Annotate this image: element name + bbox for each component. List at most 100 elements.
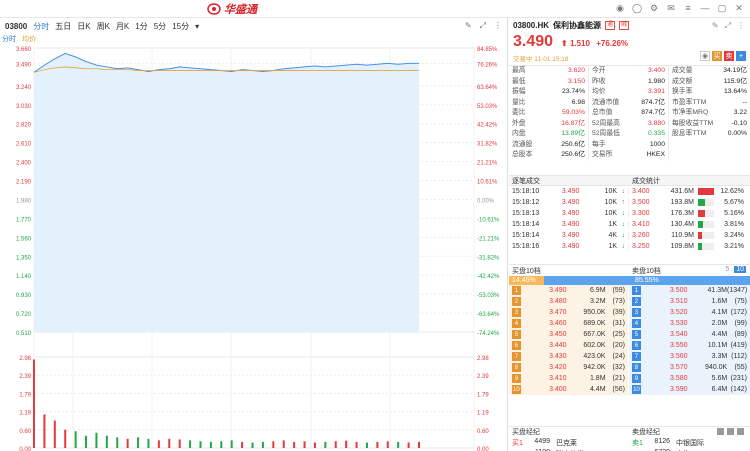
trades-header: 逐笔成交 成交统计 bbox=[509, 175, 750, 186]
ask-level[interactable]: 3 3.520 4.1M (172) bbox=[629, 307, 750, 318]
list-view-icon[interactable] bbox=[717, 428, 724, 435]
tab-5min[interactable]: 5分 bbox=[153, 21, 167, 31]
trade-tick: 15:18:14 3.490 4K ↓ bbox=[509, 232, 629, 239]
price-line bbox=[33, 52, 419, 73]
ask-price: 3.590 bbox=[670, 386, 688, 393]
indicator-avg[interactable]: 均价 bbox=[22, 36, 36, 43]
mail-icon[interactable]: ✉ bbox=[667, 2, 675, 13]
more-icon[interactable]: ⋮ bbox=[494, 21, 502, 30]
close-icon[interactable]: ✕ bbox=[735, 2, 743, 13]
tab-1min[interactable]: 1分 bbox=[135, 21, 148, 31]
stat-bar-fill bbox=[698, 210, 705, 217]
stock-code-full: 03800.HK bbox=[513, 20, 550, 30]
trade-tick: 15:18:13 3.490 10K ↓ bbox=[509, 210, 629, 217]
tab-month-k[interactable]: 月K bbox=[115, 21, 130, 31]
ask-level[interactable]: 2 3.510 1.6M (75) bbox=[629, 296, 750, 307]
ask-price: 3.500 bbox=[669, 287, 688, 294]
trade-price: 3.490 bbox=[561, 188, 580, 195]
vol-tick-right: 0.60 bbox=[477, 429, 489, 435]
ask-level[interactable]: 7 3.560 3.3M (112) bbox=[629, 351, 750, 362]
quote-value: 0.00% bbox=[727, 130, 747, 138]
change-value: 1.510 bbox=[569, 39, 590, 48]
vol-tick: 1.19 bbox=[19, 411, 31, 417]
pct-tick: 0.00% bbox=[477, 198, 495, 204]
add-watchlist-button[interactable]: + bbox=[736, 51, 746, 61]
stat-pct: 3.81% bbox=[724, 221, 744, 228]
sell-button[interactable]: 卖 bbox=[724, 51, 734, 61]
buy-broker[interactable]: 买1 4499 巴克莱 bbox=[509, 438, 629, 448]
action-buttons: ◉ 买 卖 + bbox=[700, 51, 746, 61]
trade-time: 15:18:14 bbox=[512, 232, 540, 239]
ask-level[interactable]: 6 3.550 10.1M (419) bbox=[629, 340, 750, 351]
trades-title[interactable]: 逐笔成交 bbox=[512, 177, 540, 185]
expand-icon[interactable]: ⤢ bbox=[724, 21, 731, 30]
ask-level[interactable]: 8 3.570 940.0K (55) bbox=[629, 362, 750, 373]
bell-icon[interactable]: ◉ bbox=[700, 51, 710, 61]
quote-cell: 每股收益TTM -0.10 bbox=[669, 119, 750, 130]
bid-level[interactable]: 7 3.430 423.0K (24) bbox=[509, 351, 629, 362]
ask-level[interactable]: 1 3.500 41.3M (1347) bbox=[629, 285, 750, 296]
depth-5-toggle[interactable]: 5 bbox=[725, 265, 730, 273]
volume-bar bbox=[345, 440, 348, 448]
price-chart[interactable]: 3.660 84.85% 3.490 76.26% 3.240 63.64% 3.030 53… bbox=[0, 45, 508, 451]
tab-5day[interactable]: 五日 bbox=[55, 21, 72, 31]
bid-level[interactable]: 9 3.410 1.8M (21) bbox=[509, 373, 629, 384]
menu-icon[interactable]: ≡ bbox=[685, 3, 691, 13]
bid-level[interactable]: 5 3.450 667.0K (25) bbox=[509, 329, 629, 340]
ask-count: (142) bbox=[730, 386, 747, 393]
quote-value: 16.87亿 bbox=[561, 119, 585, 127]
bid-level[interactable]: 2 3.480 3.2M (73) bbox=[509, 296, 629, 307]
ask-level[interactable]: 4 3.530 2.0M (99) bbox=[629, 318, 750, 329]
headset-icon[interactable]: ◯ bbox=[631, 2, 643, 13]
ask-price: 3.520 bbox=[670, 309, 688, 316]
stats-title[interactable]: 成交统计 bbox=[632, 177, 660, 185]
grid-view-icon[interactable] bbox=[727, 428, 734, 435]
maximize-icon[interactable]: ▢ bbox=[717, 2, 727, 13]
bid-level[interactable]: 8 3.420 942.0K (32) bbox=[509, 362, 629, 373]
more-icon[interactable]: ⋮ bbox=[737, 21, 745, 30]
tab-day-k[interactable]: 日K bbox=[77, 21, 91, 31]
bid-level-num: 3 bbox=[512, 308, 521, 317]
tab-15min[interactable]: 15分 bbox=[172, 21, 190, 31]
pct-tick: -42.42% bbox=[477, 274, 500, 280]
ask-price: 3.570 bbox=[670, 364, 688, 371]
tab-week-k[interactable]: 周K bbox=[96, 21, 110, 31]
broker-queue: 买盘经纪 卖盘经纪 买14499巴克莱卖18126中银国际1190瑞士信贷672… bbox=[509, 426, 750, 451]
bid-level[interactable]: 6 3.440 602.0K (20) bbox=[509, 340, 629, 351]
expand-icon[interactable]: ⤢ bbox=[479, 21, 486, 30]
bid-level[interactable]: 3 3.470 950.0K (39) bbox=[509, 307, 629, 318]
stat-bar-fill bbox=[698, 243, 702, 250]
bid-level[interactable]: 10 3.400 4.4M (56) bbox=[509, 384, 629, 395]
bid-volume: 1.8M bbox=[589, 375, 606, 382]
volume-bar bbox=[147, 438, 150, 448]
volume-bar bbox=[376, 441, 379, 448]
bid-level[interactable]: 1 3.490 6.9M (59) bbox=[509, 285, 629, 296]
indicator-timeshare[interactable]: 分时 bbox=[2, 36, 16, 43]
price-tick: 1.560 bbox=[16, 236, 32, 242]
minimize-icon[interactable]: — bbox=[700, 3, 710, 13]
quote-label: 总市值 bbox=[592, 109, 613, 117]
settings-icon[interactable] bbox=[737, 428, 744, 435]
draw-icon[interactable]: ✎ bbox=[464, 21, 472, 30]
bid-level-num: 8 bbox=[512, 363, 521, 372]
ask-level[interactable]: 5 3.540 4.4M (89) bbox=[629, 329, 750, 340]
depth-10-toggle[interactable]: 10 bbox=[734, 265, 746, 273]
buy-button[interactable]: 买 bbox=[712, 51, 722, 61]
sell-broker[interactable]: 卖1 8126 中银国际 bbox=[629, 438, 749, 448]
quote-cell: 均价 3.391 bbox=[589, 87, 669, 98]
chevron-down-icon[interactable]: ▾ bbox=[195, 21, 200, 31]
quote-label: 量比 bbox=[512, 98, 526, 106]
settings-icon[interactable]: ⚙ bbox=[649, 2, 659, 13]
edit-icon[interactable]: ✎ bbox=[711, 21, 719, 30]
ask-level-num: 5 bbox=[632, 330, 641, 339]
stat-volume: 130.4M bbox=[670, 221, 694, 228]
lock-icon[interactable]: ◉ bbox=[616, 2, 624, 13]
ask-volume: 940.0K bbox=[704, 364, 728, 371]
bid-price: 3.480 bbox=[549, 298, 567, 305]
ask-level[interactable]: 9 3.580 5.6M (231) bbox=[629, 373, 750, 384]
ask-level[interactable]: 10 3.590 6.4M (142) bbox=[629, 384, 750, 395]
bid-level[interactable]: 4 3.460 689.0K (31) bbox=[509, 318, 629, 329]
tab-timeshare[interactable]: 分时 bbox=[33, 21, 50, 31]
volume-bar bbox=[85, 435, 88, 448]
volume-bar bbox=[116, 437, 119, 448]
